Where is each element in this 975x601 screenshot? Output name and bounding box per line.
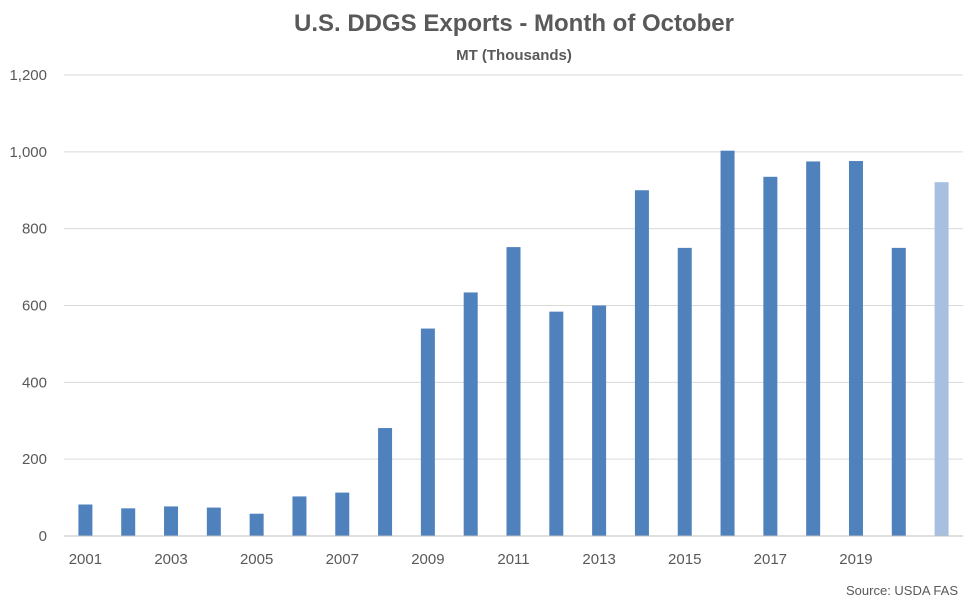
x-tick-label: 2003: [154, 551, 187, 568]
bar-2013: [592, 305, 607, 536]
x-tick-label: 2013: [582, 551, 615, 568]
bar-2018: [806, 161, 821, 536]
x-tick-label: 2019: [839, 551, 872, 568]
bar-2003: [164, 506, 179, 536]
bar-2011: [506, 247, 521, 536]
bar-2015: [677, 247, 692, 536]
x-tick-label: 2009: [411, 551, 444, 568]
bars: [78, 150, 949, 536]
x-tick-label: 2015: [668, 551, 701, 568]
y-tick-label: 400: [22, 374, 47, 391]
y-tick-label: 0: [39, 528, 47, 545]
x-axis-ticks: 2001 2003 2005 2007 2009 2011 2013 2015 2017 2019: [69, 551, 873, 568]
bar-2021: [934, 182, 949, 536]
y-tick-label: 800: [22, 221, 47, 238]
bar-2007: [335, 492, 350, 536]
bar-2019: [848, 161, 863, 536]
y-tick-label: 1,000: [9, 144, 47, 161]
bar-2016: [720, 150, 735, 536]
bar-2020: [891, 247, 906, 536]
bar-2004: [206, 507, 221, 536]
x-tick-label: 2011: [497, 551, 529, 568]
bar-2001: [78, 504, 93, 536]
x-tick-label: 2007: [326, 551, 359, 568]
bar-2006: [292, 496, 307, 536]
bar-2017: [763, 176, 778, 536]
y-tick-label: 1,200: [9, 67, 47, 84]
bar-2005: [249, 513, 264, 536]
bar-2002: [121, 508, 136, 536]
y-tick-label: 200: [22, 451, 47, 468]
chart-subtitle: MT (Thousands): [456, 47, 572, 64]
source-note: Source: USDA FAS: [846, 583, 958, 598]
bar-2008: [378, 428, 393, 536]
bar-2010: [463, 292, 478, 536]
y-tick-label: 600: [22, 298, 47, 315]
bar-2012: [549, 311, 564, 536]
y-axis-ticks: 0 200 400 600 800 1,000 1,200: [9, 67, 47, 545]
bar-2014: [634, 190, 649, 536]
x-tick-label: 2017: [754, 551, 787, 568]
bar-2009: [420, 328, 435, 536]
x-tick-label: 2005: [240, 551, 273, 568]
chart-title: U.S. DDGS Exports - Month of October: [294, 10, 734, 37]
x-tick-label: 2001: [69, 551, 102, 568]
